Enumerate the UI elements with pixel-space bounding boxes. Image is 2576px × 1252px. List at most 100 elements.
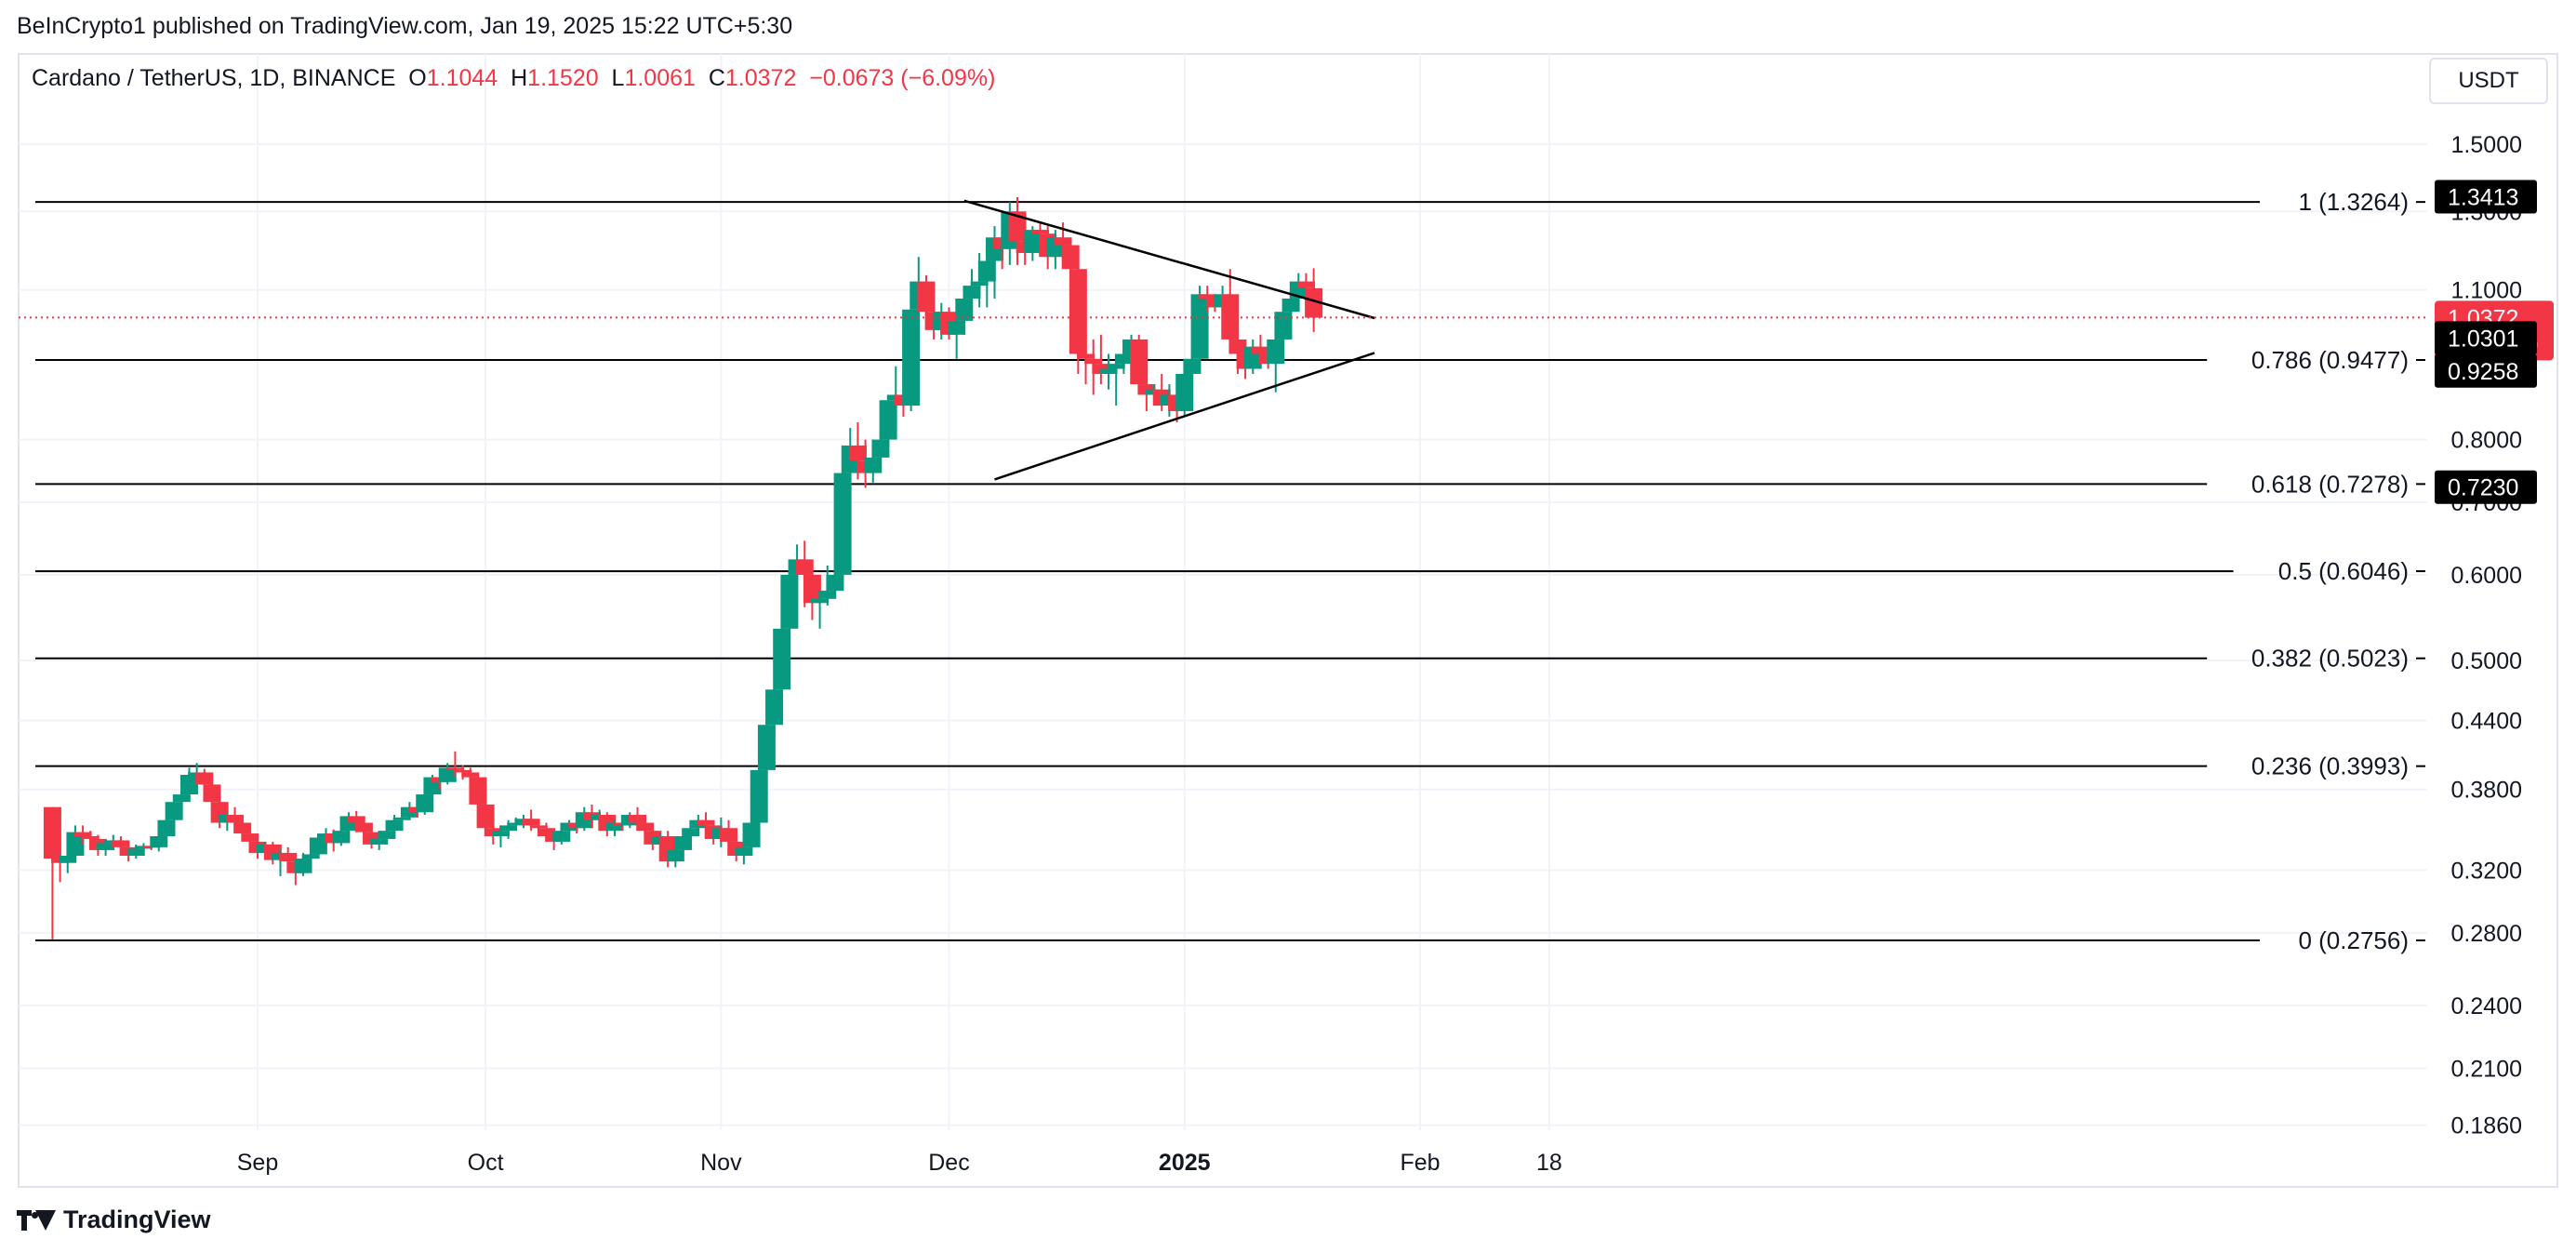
- candle-body: [697, 819, 715, 826]
- candle-body: [378, 831, 396, 839]
- currency-button[interactable]: USDT: [2429, 58, 2548, 104]
- triangle-trendlines[interactable]: [963, 199, 1375, 481]
- publisher-text: BeInCrypto1 published on TradingView.com…: [17, 13, 793, 39]
- candle-body: [917, 281, 936, 313]
- candle-body: [750, 769, 768, 823]
- fib-level-label: 1 (1.3264): [2298, 188, 2409, 216]
- symbol-title: Cardano / TetherUS, 1D, BINANCE: [32, 65, 396, 91]
- trendline[interactable]: [994, 352, 1375, 481]
- candle-body: [605, 822, 624, 832]
- candle-body: [742, 822, 761, 847]
- candle-body: [73, 832, 92, 836]
- price-tick-label: 0.2100: [2451, 1056, 2522, 1082]
- candle-body: [233, 822, 252, 834]
- candle-body: [491, 831, 510, 836]
- price-badge: [2435, 353, 2537, 388]
- candle-body: [203, 784, 221, 803]
- candle-body: [629, 815, 646, 823]
- time-axis[interactable]: Sep Oct Nov Dec 2025 Feb 18: [237, 1150, 1562, 1176]
- candle-body: [674, 835, 693, 850]
- candle-body: [1114, 353, 1133, 365]
- price-badge-text: 1.3413: [2448, 184, 2518, 210]
- candle-body: [1305, 287, 1323, 318]
- candle-body: [537, 828, 555, 836]
- close-value: 1.0372: [724, 65, 797, 91]
- time-tick-label: Nov: [700, 1150, 742, 1176]
- candle-body: [445, 767, 464, 770]
- candle-body: [948, 320, 966, 335]
- candle-body: [811, 598, 830, 604]
- price-tick-label: 0.1860: [2451, 1113, 2522, 1139]
- candle-body: [757, 725, 776, 770]
- price-badge: [2435, 180, 2537, 214]
- candle-body: [195, 772, 214, 785]
- fib-level-label: 0.5 (0.6046): [2278, 557, 2409, 585]
- candle-body: [43, 806, 61, 859]
- candle-body: [818, 591, 837, 599]
- candle-body: [522, 819, 540, 826]
- candle-body: [179, 775, 198, 795]
- brand-name: TradingView: [63, 1205, 211, 1233]
- candle-body: [970, 281, 989, 286]
- chart-frame: [18, 53, 2558, 1188]
- open-value: 1.1044: [426, 65, 498, 91]
- candle-body: [1190, 294, 1209, 359]
- candle-body: [332, 831, 351, 844]
- trendline[interactable]: [963, 199, 1375, 320]
- candle-body: [1023, 230, 1042, 253]
- price-axis[interactable]: 1.50001.30001.10000.80000.70000.60000.50…: [2451, 132, 2522, 1139]
- candle-body: [1130, 339, 1149, 385]
- open-label: O: [408, 65, 427, 91]
- candle-body: [963, 286, 981, 299]
- candle-body: [902, 309, 921, 406]
- candle-body: [848, 445, 867, 461]
- price-tick-label: 0.5000: [2451, 648, 2522, 674]
- candle-body: [97, 843, 115, 850]
- fib-level-label: 0.382 (0.5023): [2251, 645, 2409, 673]
- time-tick-label: 18: [1536, 1150, 1562, 1176]
- price-badge-text: 1.0301: [2448, 326, 2518, 352]
- candle-body: [795, 559, 814, 575]
- candle-body: [1084, 358, 1103, 365]
- candle-body: [552, 831, 571, 842]
- candle-body: [392, 817, 411, 820]
- candle-body: [112, 840, 130, 847]
- fib-level-label: 0.786 (0.9477): [2251, 346, 2409, 374]
- candle-body: [955, 298, 974, 321]
- candle-body: [454, 769, 472, 773]
- candle-body: [1077, 353, 1095, 359]
- time-tick-label: Sep: [237, 1150, 278, 1176]
- price-tick-label: 1.5000: [2451, 132, 2522, 158]
- candle-body: [438, 767, 457, 782]
- price-tick-label: 0.3200: [2451, 859, 2522, 885]
- candle-body: [1267, 339, 1285, 365]
- price-badge: [2435, 470, 2537, 504]
- time-tick-label: Dec: [928, 1150, 969, 1176]
- candle-body: [499, 825, 518, 832]
- candle-body: [1198, 294, 1216, 299]
- candle-body: [1099, 368, 1118, 374]
- tradingview-brand[interactable]: TradingView: [17, 1205, 211, 1234]
- candle-body: [309, 837, 327, 855]
- grid-lines: [19, 54, 2427, 1130]
- candle-body: [871, 439, 890, 458]
- price-tick-label: 0.2400: [2451, 993, 2522, 1019]
- candle-body: [476, 804, 495, 829]
- candle-body: [301, 854, 320, 859]
- time-tick-label: Feb: [1400, 1150, 1440, 1176]
- candle-body: [529, 825, 548, 829]
- candle-body: [1054, 237, 1072, 246]
- candle-body: [241, 833, 259, 842]
- candle-body: [1183, 358, 1202, 374]
- candle-body: [1061, 245, 1080, 270]
- candle-body: [507, 822, 525, 826]
- fib-level-label: 0.236 (0.3993): [2251, 753, 2409, 780]
- high-label: H: [511, 65, 528, 91]
- candle-body: [385, 819, 404, 832]
- candle-body: [172, 794, 191, 803]
- candle-body: [803, 574, 821, 604]
- candle-body: [66, 832, 85, 856]
- price-tick-label: 0.2800: [2451, 921, 2522, 947]
